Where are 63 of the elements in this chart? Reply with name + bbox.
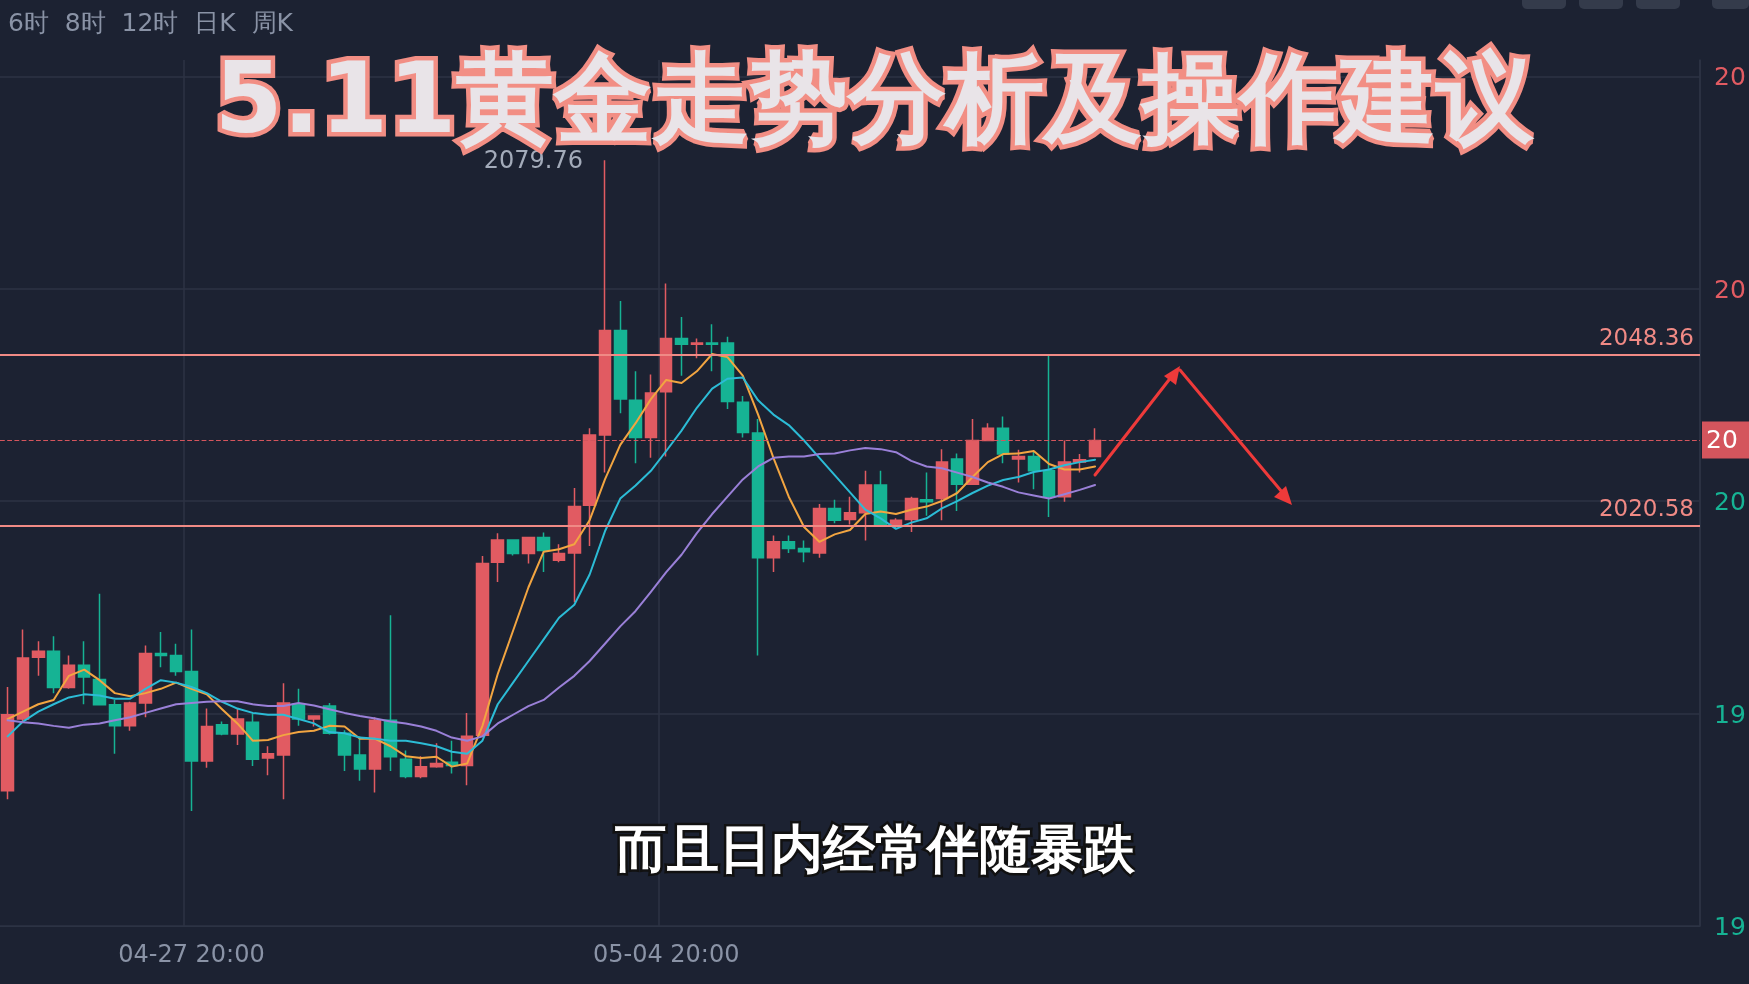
candlestick [598, 159, 612, 474]
candlestick [690, 337, 704, 360]
candlestick [16, 628, 30, 723]
candlestick [261, 745, 275, 777]
candlestick [582, 427, 597, 547]
ref-line-label: 2048.36 [1598, 323, 1694, 350]
candlestick [950, 452, 964, 512]
candlestick [1027, 450, 1041, 491]
candlestick [858, 470, 873, 542]
candlestick [31, 640, 46, 677]
candlestick [1088, 427, 1102, 458]
candlestick [843, 495, 857, 526]
candlestick [337, 729, 352, 772]
candlestick [996, 415, 1010, 465]
candlestick [169, 642, 183, 677]
candlestick [736, 395, 750, 439]
candlestick [46, 635, 61, 694]
text: 6时 8时 12时 日K 周K [8, 8, 294, 37]
text: 20 [1714, 486, 1746, 516]
candlestick [245, 712, 260, 767]
candlestick [827, 499, 842, 525]
candlestick [108, 699, 122, 755]
candlestick [935, 448, 949, 521]
candlestick [552, 543, 566, 563]
ref-line-label: 2020.58 [1598, 495, 1694, 522]
x-tick-label: 04-27 20:00 [118, 940, 265, 968]
candlestick [475, 555, 490, 738]
candlestick [751, 418, 765, 657]
text: 而且日内经常伴随暴跌 [614, 819, 1136, 879]
candlestick [766, 534, 781, 573]
candlestick [123, 701, 137, 732]
candlestick [200, 707, 214, 769]
text: 20 [1714, 62, 1746, 92]
x-tick-label: 05-04 20:00 [592, 940, 740, 968]
candlestick [705, 323, 719, 373]
candlestick [659, 282, 673, 458]
candlestick [1042, 355, 1056, 518]
candlestick [521, 536, 536, 565]
candlestick [506, 539, 520, 557]
candlestick [307, 715, 321, 728]
text: 19 [1714, 911, 1746, 941]
candlestick [414, 755, 428, 780]
candlestick [1011, 449, 1026, 484]
candlestick [215, 720, 229, 736]
candlestick [429, 742, 444, 769]
candlestick [919, 471, 934, 517]
candlestick [184, 628, 199, 812]
text: 19 [1714, 699, 1746, 729]
candlestick [154, 631, 168, 668]
candlestick [613, 300, 628, 415]
text: 20 [1714, 274, 1746, 304]
candlestick [567, 487, 582, 604]
candlestick [674, 316, 689, 377]
candlestick [644, 373, 658, 459]
candlestick [797, 539, 811, 563]
candlestick [490, 532, 505, 583]
text: 20 [1706, 425, 1738, 455]
candlestick [536, 531, 551, 573]
candlestick [399, 749, 413, 780]
candlestick [981, 422, 995, 442]
candlestick [0, 686, 15, 801]
candlestick [368, 716, 382, 794]
candlestick [781, 534, 796, 554]
